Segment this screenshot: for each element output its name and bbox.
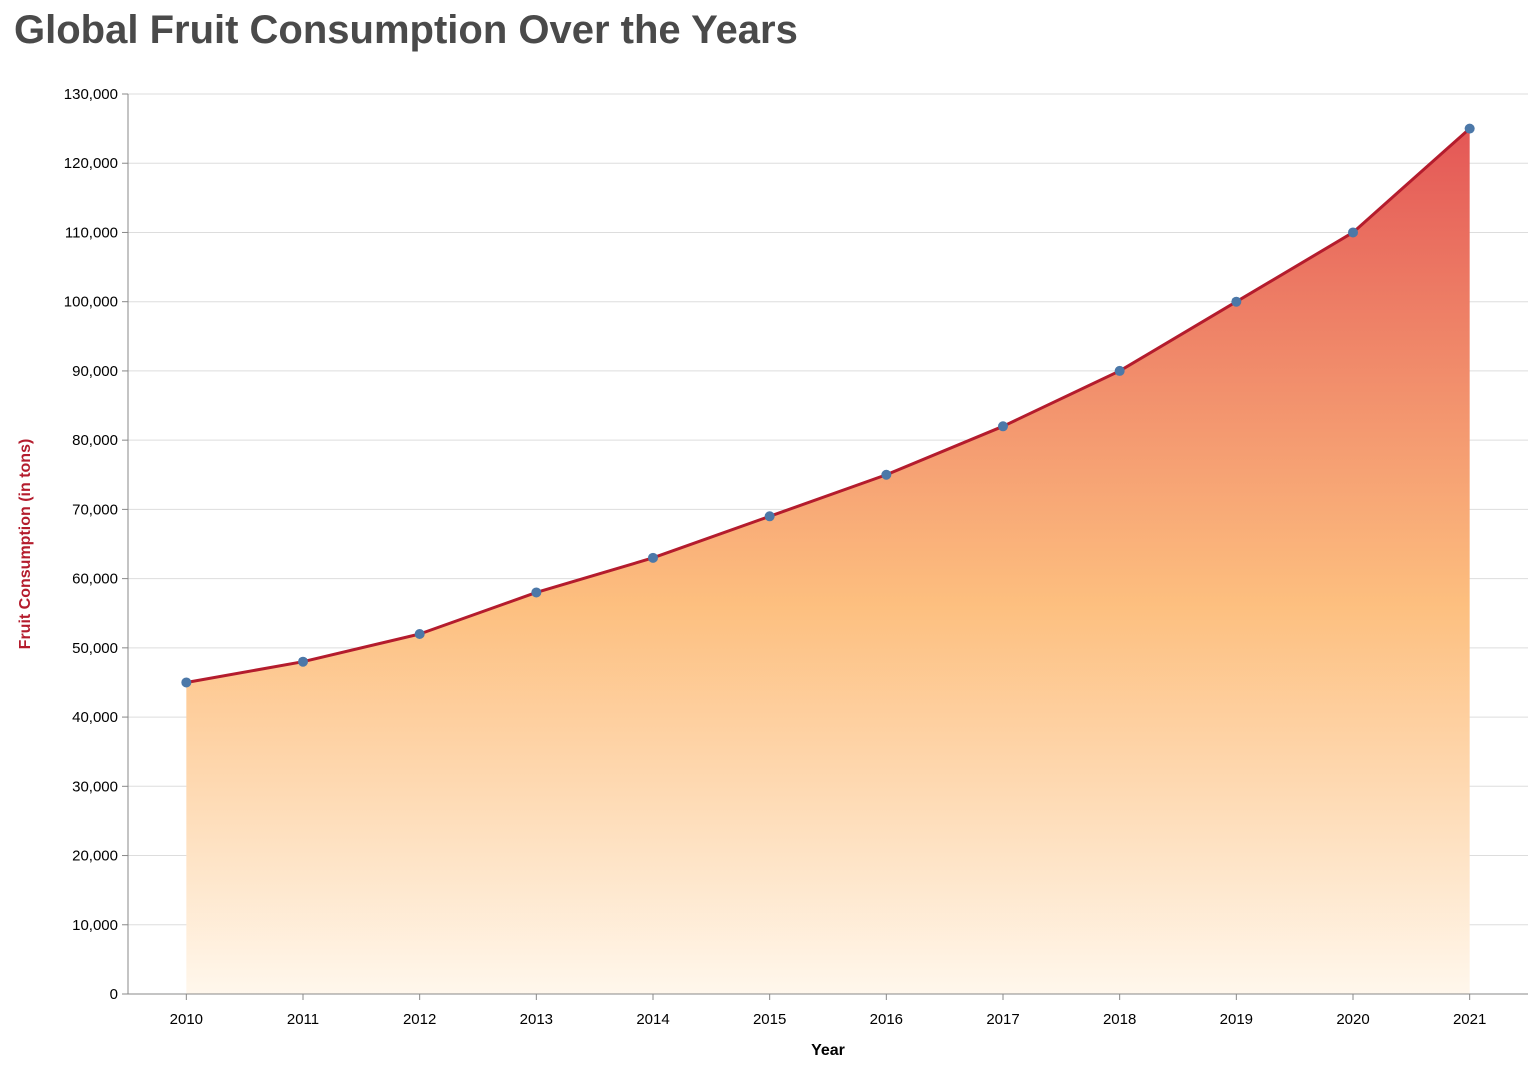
chart-title: Global Fruit Consumption Over the Years [14, 8, 798, 52]
x-tick-label: 2019 [1220, 1011, 1253, 1028]
x-tick-label: 2012 [403, 1011, 436, 1028]
x-tick-label: 2018 [1103, 1011, 1136, 1028]
data-points [181, 123, 1475, 688]
x-tick-label: 2014 [636, 1011, 669, 1028]
x-tick-label: 2017 [986, 1011, 1019, 1028]
y-tick-label: 110,000 [65, 224, 118, 241]
data-point [298, 656, 308, 667]
area-fill [186, 128, 1470, 995]
x-tick-label: 2011 [287, 1011, 319, 1028]
y-tick-label: 60,000 [72, 571, 118, 588]
x-axis-title: Year [811, 1042, 845, 1059]
y-tick-label: 50,000 [72, 640, 118, 657]
data-point [531, 587, 542, 598]
y-tick-label: 70,000 [72, 501, 118, 518]
y-axis-title: Fruit Consumption (in tons) [17, 439, 34, 650]
data-point [1464, 123, 1475, 134]
data-point [881, 469, 892, 480]
x-tick-label: 2013 [520, 1011, 553, 1028]
y-tick-label: 120,000 [64, 155, 118, 172]
x-tick-label: 2010 [170, 1011, 203, 1028]
x-tick-label: 2016 [870, 1011, 903, 1028]
line-layer [186, 127, 1471, 684]
y-tick-label: 40,000 [72, 709, 118, 726]
data-point [1114, 365, 1125, 376]
y-tick-label: 100,000 [64, 294, 118, 311]
area-layer [186, 128, 1470, 995]
data-point [998, 421, 1008, 432]
y-tick-label: 80,000 [72, 432, 118, 449]
data-point [648, 552, 658, 563]
y-tick-label: 10,000 [72, 917, 118, 934]
data-point [181, 677, 192, 688]
x-tick-label: 2015 [753, 1011, 786, 1028]
data-point [414, 629, 425, 639]
y-tick-label: 130,000 [64, 86, 118, 103]
data-point [764, 511, 775, 522]
y-tick-label: 20,000 [72, 848, 118, 865]
series-line [186, 127, 1471, 684]
y-tick-label: 0 [110, 986, 118, 1003]
axes: 0 10,000 20,000 30,000 40,000 50,000 60,000 70,… [64, 86, 1528, 1028]
y-tick-label: 90,000 [72, 363, 118, 380]
x-tick-label: 2020 [1336, 1011, 1369, 1028]
data-point [1231, 296, 1242, 307]
data-point [1348, 227, 1358, 238]
x-tick-label: 2021 [1453, 1011, 1486, 1028]
y-tick-label: 30,000 [72, 778, 118, 795]
